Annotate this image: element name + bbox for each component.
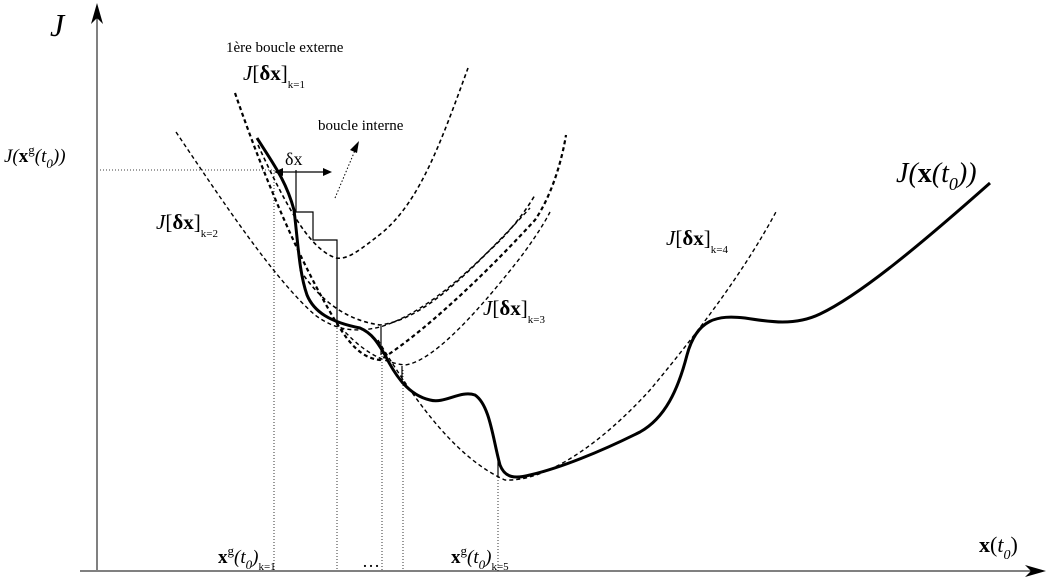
model-k1-outer-curve	[233, 92, 568, 362]
model-label-k1: J[δx]k=1	[243, 61, 305, 91]
y-axis-label: J	[50, 7, 66, 43]
model-label-k3: J[δx]k=3	[483, 296, 545, 326]
inner-loop-arrow	[334, 141, 359, 199]
y-axis	[91, 3, 103, 570]
cost-function-curve	[255, 137, 991, 479]
model-k3-curve	[335, 211, 551, 366]
initial-cost-label: J(xg(t0))	[4, 142, 66, 171]
dotted-guides	[100, 169, 499, 571]
ellipsis-label: …	[362, 551, 380, 571]
inner-loop-label: boucle interne	[318, 118, 404, 134]
guess-label-k1: xg(t0)k=1	[218, 543, 276, 573]
model-k4-curve	[377, 209, 778, 481]
model-label-k4: J[δx]k=4	[666, 226, 728, 256]
guess-label-k5: xg(t0)k=5	[451, 543, 509, 573]
step-arrow	[274, 168, 332, 176]
model-label-k2: J[δx]k=2	[156, 210, 218, 240]
step-label: δx	[285, 149, 302, 169]
inner-loop-steps	[295, 170, 499, 476]
model-k2-curve	[175, 131, 531, 331]
x-axis-label: x(t0)	[979, 532, 1018, 563]
local-quadratic-models	[175, 67, 778, 481]
x-axis	[80, 565, 1046, 577]
model-k1-inner-curve	[257, 67, 469, 259]
first-outer-loop-label: 1ère boucle externe	[226, 40, 344, 56]
cost-curve-label: J(x(t0))	[896, 158, 977, 194]
